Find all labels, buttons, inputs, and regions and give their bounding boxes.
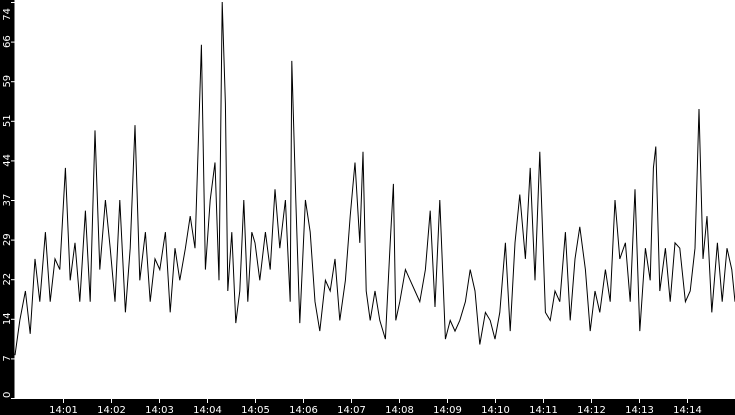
y-axis-ticks: 0 7 14 22 29 37 44 51 59 66 74 — [2, 2, 15, 399]
y-tick-label: 29 — [2, 233, 13, 246]
x-tick-label: 14:04 — [193, 405, 222, 415]
series-line — [14, 1, 735, 356]
x-tick-label: 14:03 — [145, 405, 174, 415]
y-tick-label: 14 — [2, 312, 13, 325]
x-tick-label: 14:09 — [433, 405, 462, 415]
x-tick-label: 14:08 — [385, 405, 414, 415]
y-tick-label: 37 — [2, 194, 13, 207]
x-tick-label: 14:06 — [289, 405, 318, 415]
x-tick-label: 14:02 — [97, 405, 126, 415]
x-tick-label: 14:05 — [241, 405, 270, 415]
x-tick-label: 14:12 — [577, 405, 606, 415]
plot-area — [15, 0, 735, 398]
y-tick-label: 0 — [2, 392, 13, 398]
x-tick-label: 14:01 — [49, 405, 78, 415]
y-tick-label: 51 — [2, 114, 13, 127]
x-tick-label: 14:14 — [673, 405, 702, 415]
x-tick-label: 14:13 — [625, 405, 654, 415]
x-tick-label: 14:11 — [529, 405, 558, 415]
y-tick-label: 74 — [2, 8, 13, 21]
y-tick-label: 66 — [2, 35, 13, 48]
x-tick-label: 14:07 — [337, 405, 366, 415]
x-axis-ticks: 14:01 14:02 14:03 14:04 14:05 14:06 14:07 14:08… — [49, 398, 702, 415]
y-tick-label: 44 — [2, 154, 13, 167]
y-tick-label: 59 — [2, 75, 13, 88]
x-tick-label: 14:10 — [481, 405, 510, 415]
y-tick-label: 7 — [2, 355, 13, 361]
y-tick-label: 22 — [2, 273, 13, 286]
